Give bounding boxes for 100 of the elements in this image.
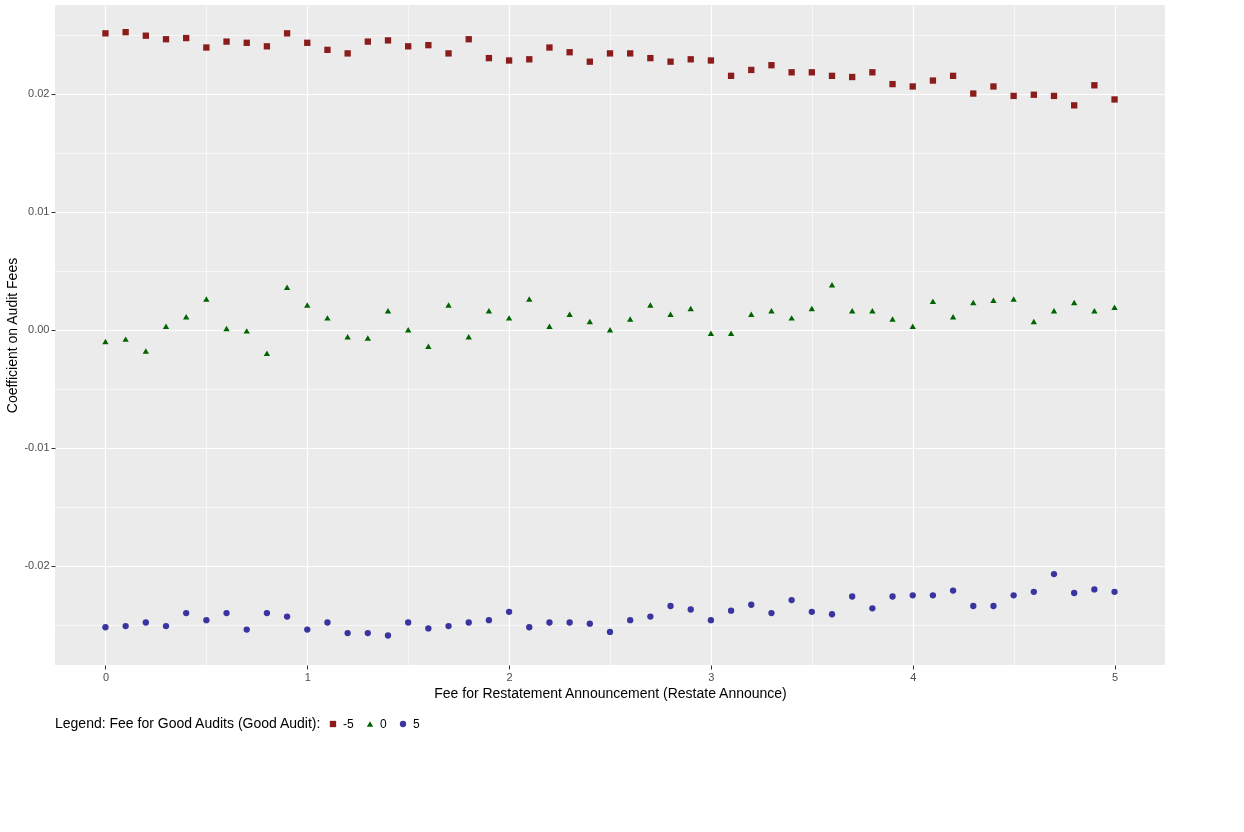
point — [162, 323, 170, 329]
point — [405, 619, 412, 626]
point — [1111, 304, 1118, 310]
point — [505, 608, 513, 616]
point — [142, 348, 149, 354]
point — [869, 69, 876, 76]
point — [606, 50, 614, 57]
point — [808, 69, 815, 76]
point — [465, 36, 472, 43]
point — [828, 611, 836, 618]
point — [889, 593, 896, 600]
point — [384, 632, 392, 639]
point — [425, 41, 432, 49]
y-tick-label: 0.01 — [28, 205, 50, 218]
point — [566, 619, 573, 626]
point — [304, 626, 311, 633]
point — [364, 335, 371, 341]
point — [1030, 91, 1037, 98]
point — [263, 43, 271, 50]
point — [828, 72, 836, 79]
point — [546, 44, 553, 51]
point — [707, 330, 715, 336]
point — [243, 39, 250, 46]
x-tick-label: 5 — [1111, 670, 1119, 683]
point — [283, 30, 291, 37]
point — [627, 316, 634, 322]
x-tick-label: 3 — [708, 670, 715, 683]
point — [445, 50, 452, 57]
point — [465, 619, 472, 626]
point — [707, 57, 715, 64]
point — [203, 616, 210, 624]
point — [849, 593, 856, 600]
point — [849, 308, 856, 314]
x-tick-label: 4 — [910, 670, 917, 683]
point — [1111, 96, 1118, 103]
point — [102, 338, 109, 345]
point — [667, 58, 674, 65]
point — [788, 315, 795, 321]
point — [324, 46, 331, 54]
point — [1050, 92, 1058, 100]
point — [183, 34, 190, 42]
point — [647, 613, 654, 620]
point — [687, 56, 694, 63]
point — [586, 620, 593, 627]
point — [1091, 586, 1098, 593]
point — [1010, 296, 1017, 302]
point — [889, 316, 896, 322]
point — [203, 44, 210, 51]
y-tick-label: -0.01 — [24, 441, 50, 454]
point — [909, 83, 916, 90]
point — [445, 302, 452, 308]
legend-label: -5 — [343, 717, 354, 731]
point — [606, 628, 614, 636]
point — [929, 592, 937, 599]
point — [1111, 588, 1118, 595]
point — [324, 315, 331, 321]
point — [364, 629, 371, 637]
point — [485, 616, 493, 624]
point — [283, 613, 291, 620]
point — [344, 629, 351, 637]
point — [1071, 299, 1078, 306]
point — [445, 622, 452, 630]
point — [263, 609, 271, 617]
point — [223, 38, 230, 45]
y-tick-label: 0.00 — [28, 323, 50, 336]
point — [1071, 589, 1078, 597]
x-tick-label: 2 — [506, 670, 513, 683]
point — [384, 37, 392, 44]
point — [384, 308, 392, 314]
y-tick-label: 0.02 — [28, 87, 50, 100]
x-tick-label: 0 — [102, 670, 110, 683]
point — [425, 343, 432, 349]
point — [223, 325, 230, 332]
point — [808, 305, 815, 312]
point — [283, 284, 291, 290]
point — [990, 83, 997, 90]
x-tick-label: 1 — [304, 670, 311, 683]
point — [768, 609, 775, 617]
point — [344, 50, 351, 57]
point — [102, 624, 109, 631]
point — [667, 602, 674, 610]
point — [627, 50, 634, 57]
point — [505, 315, 513, 321]
point — [142, 32, 149, 39]
point — [162, 36, 170, 43]
legend-label: 5 — [413, 717, 420, 731]
point — [627, 616, 634, 624]
point — [546, 323, 553, 329]
legend-label: 0 — [380, 717, 387, 731]
point — [768, 308, 775, 314]
point — [364, 38, 371, 45]
point — [122, 622, 129, 630]
point — [909, 592, 916, 599]
point — [1050, 308, 1058, 314]
point — [586, 318, 593, 325]
point — [647, 54, 654, 62]
point — [122, 336, 129, 342]
point — [344, 334, 351, 340]
point — [808, 608, 815, 616]
point — [183, 609, 190, 617]
